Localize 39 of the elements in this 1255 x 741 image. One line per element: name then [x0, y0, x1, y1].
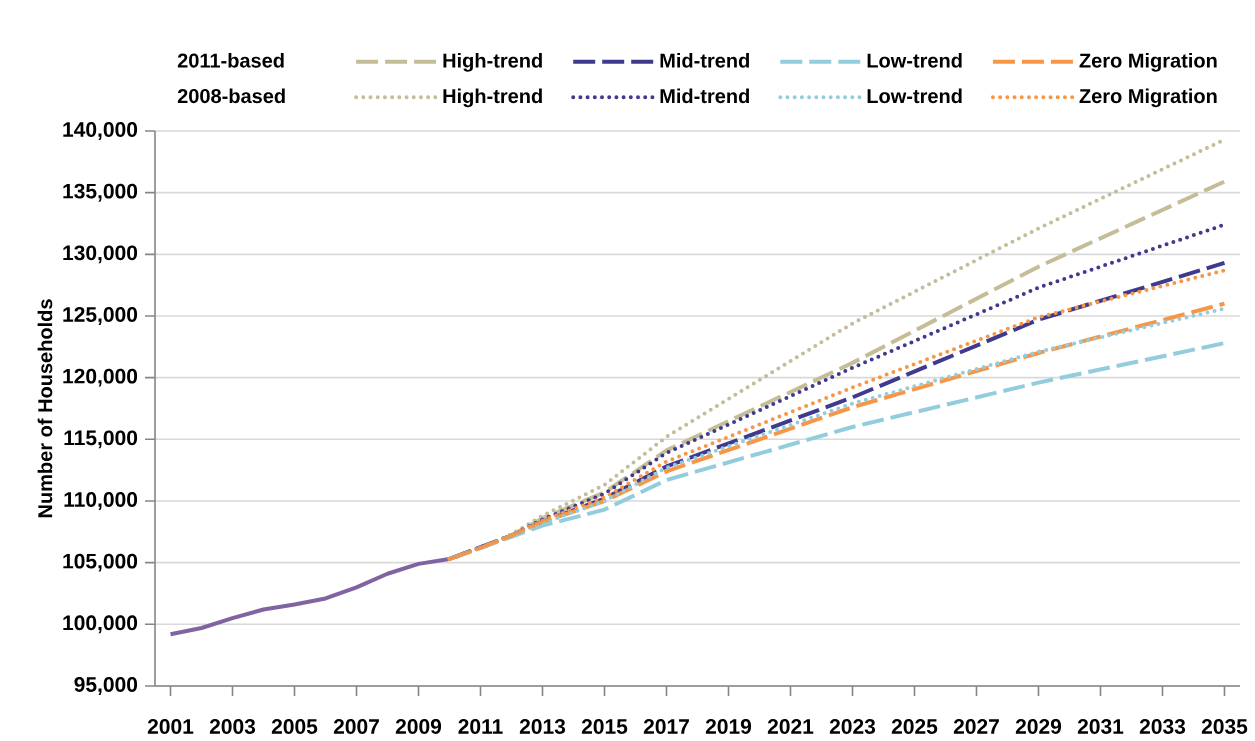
text: 2008-based	[177, 88, 285, 104]
y-tick-label: 120,000	[63, 368, 138, 387]
legend-label: Zero Migration	[1079, 88, 1217, 108]
x-tick-label: 2009	[395, 719, 442, 735]
y-axis-title: Number of Households	[37, 299, 53, 518]
y-tick-label: 115,000	[64, 430, 138, 449]
legend-label: Zero Migration	[1079, 53, 1217, 72]
x-tick-label: 2019	[705, 719, 752, 735]
x-tick-label: 2017	[643, 719, 689, 735]
x-tick-label: 2005	[271, 719, 318, 735]
legend-label: Mid-trend	[660, 88, 749, 104]
x-tick-label: 2021	[767, 719, 814, 735]
legend-label: Low-trend	[867, 88, 962, 104]
x-tick-label: 2023	[829, 719, 876, 735]
y-tick-label: 105,000	[63, 553, 138, 572]
x-tick-label: 2007	[333, 719, 379, 735]
x-tick-label: 2011	[458, 719, 503, 735]
x-tick-label: 2033	[1139, 719, 1186, 735]
legend-label: High-trend	[443, 88, 542, 108]
x-tick-label: 2015	[581, 719, 628, 735]
x-tick-label: 2025	[891, 719, 938, 735]
legend-label: High-trend	[443, 53, 542, 72]
legend-label: Low-trend	[867, 53, 962, 68]
y-tick-label: 100,000	[63, 615, 138, 634]
x-tick-label: 2031	[1077, 719, 1124, 735]
y-tick-label: 140,000	[63, 122, 138, 141]
x-tick-label: 2013	[519, 719, 566, 735]
legend-label: Mid-trend	[660, 53, 749, 68]
x-tick-label: 2035	[1201, 719, 1248, 735]
y-tick-label: 110,000	[64, 492, 138, 511]
y-tick-label: 130,000	[63, 245, 138, 264]
y-tick-label: 135,000	[63, 183, 138, 202]
x-tick-label: 2027	[953, 719, 999, 735]
text: 2011-based	[177, 53, 284, 68]
x-tick-label: 2029	[1015, 719, 1062, 735]
y-tick-label: 95,000	[74, 677, 138, 696]
x-tick-label: 2001	[147, 719, 194, 735]
x-tick-label: 2003	[209, 719, 256, 735]
y-tick-label: 125,000	[63, 307, 138, 326]
